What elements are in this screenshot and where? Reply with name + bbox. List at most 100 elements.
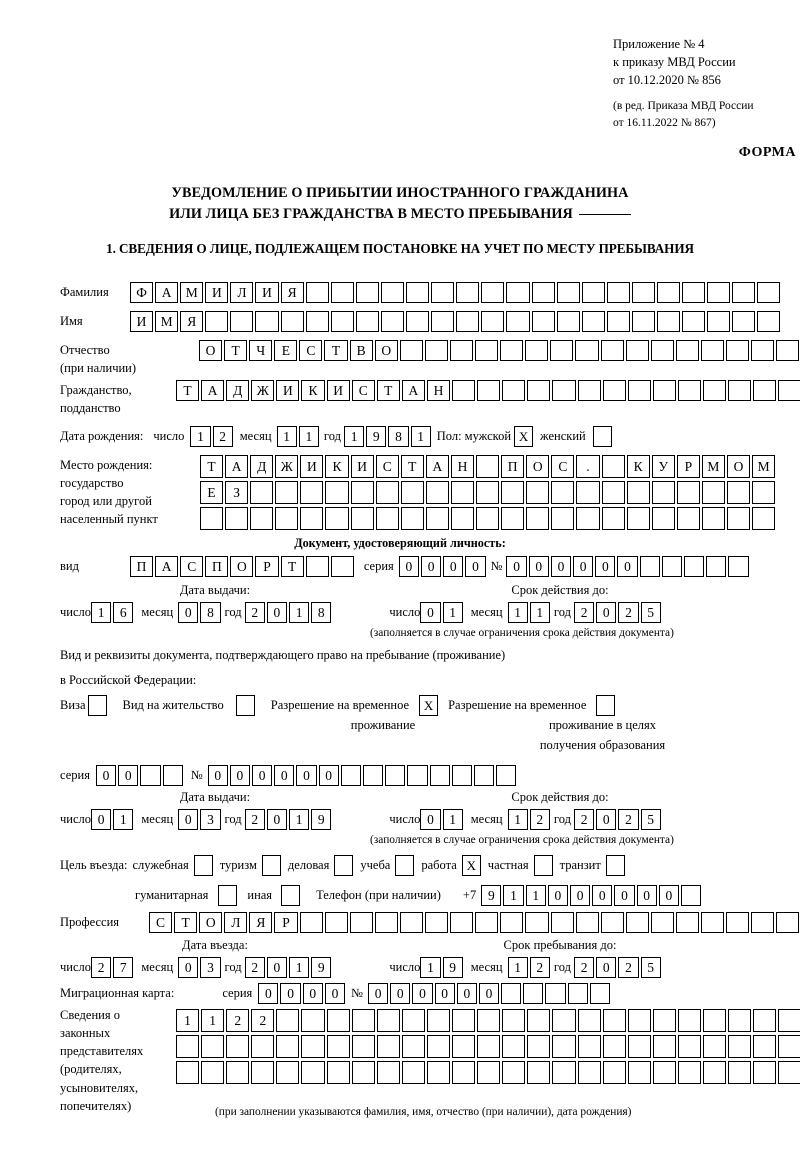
- char-cell[interactable]: Т: [280, 556, 304, 577]
- char-cell[interactable]: [550, 912, 574, 933]
- char-cell[interactable]: [701, 481, 725, 504]
- char-cell[interactable]: [407, 765, 428, 786]
- char-cell[interactable]: [726, 912, 750, 933]
- char-cell[interactable]: 0: [592, 885, 613, 906]
- char-cell[interactable]: [526, 481, 550, 504]
- char-cell[interactable]: П: [130, 556, 154, 577]
- char-cell[interactable]: 0: [658, 885, 679, 906]
- char-cell[interactable]: [330, 282, 354, 303]
- char-cell[interactable]: [324, 912, 348, 933]
- char-cell[interactable]: [551, 481, 575, 504]
- char-cell[interactable]: [606, 282, 630, 303]
- char-cell[interactable]: [275, 481, 299, 504]
- char-cell[interactable]: 1: [288, 957, 310, 978]
- char-cell[interactable]: К: [325, 455, 349, 478]
- char-cell[interactable]: [625, 340, 649, 361]
- purpose-option-checkbox[interactable]: [261, 855, 281, 876]
- char-cell[interactable]: И: [130, 311, 154, 332]
- char-cell[interactable]: [683, 556, 705, 577]
- char-cell[interactable]: [226, 1035, 250, 1058]
- char-cell[interactable]: [778, 1035, 800, 1058]
- char-cell[interactable]: 0: [324, 983, 346, 1004]
- char-cell[interactable]: 1: [507, 957, 528, 978]
- char-cell[interactable]: [250, 481, 274, 504]
- char-cell[interactable]: [481, 282, 505, 303]
- char-cell[interactable]: 0: [258, 983, 279, 1004]
- char-cell[interactable]: [450, 507, 475, 530]
- char-cell[interactable]: [753, 380, 777, 401]
- char-cell[interactable]: [200, 507, 224, 530]
- char-cell[interactable]: 0: [266, 602, 287, 623]
- char-cell[interactable]: А: [201, 380, 225, 401]
- char-cell[interactable]: [552, 1035, 576, 1058]
- purpose-option-checkbox[interactable]: [395, 855, 415, 876]
- char-cell[interactable]: 0: [595, 556, 616, 577]
- representatives-input-grid-2[interactable]: [176, 1035, 800, 1058]
- char-cell[interactable]: Д: [226, 380, 250, 401]
- char-cell[interactable]: [340, 765, 361, 786]
- char-cell[interactable]: Т: [400, 455, 424, 478]
- permit-residence-checkbox[interactable]: [235, 695, 255, 716]
- char-cell[interactable]: 2: [618, 602, 639, 623]
- char-cell[interactable]: О: [726, 455, 751, 478]
- char-cell[interactable]: [355, 282, 379, 303]
- char-cell[interactable]: [753, 1061, 777, 1084]
- char-cell[interactable]: 0: [266, 957, 287, 978]
- char-cell[interactable]: 0: [274, 765, 295, 786]
- char-cell[interactable]: Т: [324, 340, 348, 361]
- char-cell[interactable]: [531, 311, 555, 332]
- char-cell[interactable]: 0: [398, 556, 419, 577]
- char-cell[interactable]: 2: [529, 957, 550, 978]
- char-cell[interactable]: [601, 507, 625, 530]
- char-cell[interactable]: 8: [388, 426, 409, 447]
- char-cell[interactable]: 1: [91, 602, 112, 623]
- char-cell[interactable]: С: [149, 912, 173, 933]
- char-cell[interactable]: [527, 380, 551, 401]
- char-cell[interactable]: [473, 765, 495, 786]
- sex-male-checkbox[interactable]: X: [514, 426, 534, 447]
- char-cell[interactable]: [706, 556, 727, 577]
- char-cell[interactable]: Р: [255, 556, 279, 577]
- char-cell[interactable]: [502, 1035, 526, 1058]
- char-cell[interactable]: 2: [573, 957, 595, 978]
- char-cell[interactable]: [576, 481, 600, 504]
- char-cell[interactable]: [631, 282, 655, 303]
- char-cell[interactable]: [501, 507, 525, 530]
- char-cell[interactable]: [452, 1009, 476, 1032]
- char-cell[interactable]: И: [326, 380, 350, 401]
- char-cell[interactable]: [456, 311, 480, 332]
- char-cell[interactable]: 0: [596, 809, 617, 830]
- char-cell[interactable]: О: [199, 912, 223, 933]
- char-cell[interactable]: [700, 340, 724, 361]
- char-cell[interactable]: 0: [367, 983, 389, 1004]
- char-cell[interactable]: Е: [274, 340, 298, 361]
- char-cell[interactable]: [351, 1035, 375, 1058]
- char-cell[interactable]: [399, 340, 423, 361]
- char-cell[interactable]: Т: [174, 912, 198, 933]
- char-cell[interactable]: П: [205, 556, 229, 577]
- char-cell[interactable]: [349, 912, 373, 933]
- char-cell[interactable]: О: [230, 556, 254, 577]
- char-cell[interactable]: [726, 507, 751, 530]
- char-cell[interactable]: [627, 1061, 651, 1084]
- char-cell[interactable]: 1: [343, 426, 365, 447]
- char-cell[interactable]: [753, 1035, 777, 1058]
- char-cell[interactable]: [725, 340, 750, 361]
- char-cell[interactable]: [376, 1061, 400, 1084]
- char-cell[interactable]: [527, 1035, 551, 1058]
- char-cell[interactable]: [496, 765, 517, 786]
- char-cell[interactable]: [682, 311, 706, 332]
- char-cell[interactable]: 0: [252, 765, 273, 786]
- char-cell[interactable]: 1: [288, 809, 310, 830]
- char-cell[interactable]: 2: [618, 809, 639, 830]
- char-cell[interactable]: [305, 556, 329, 577]
